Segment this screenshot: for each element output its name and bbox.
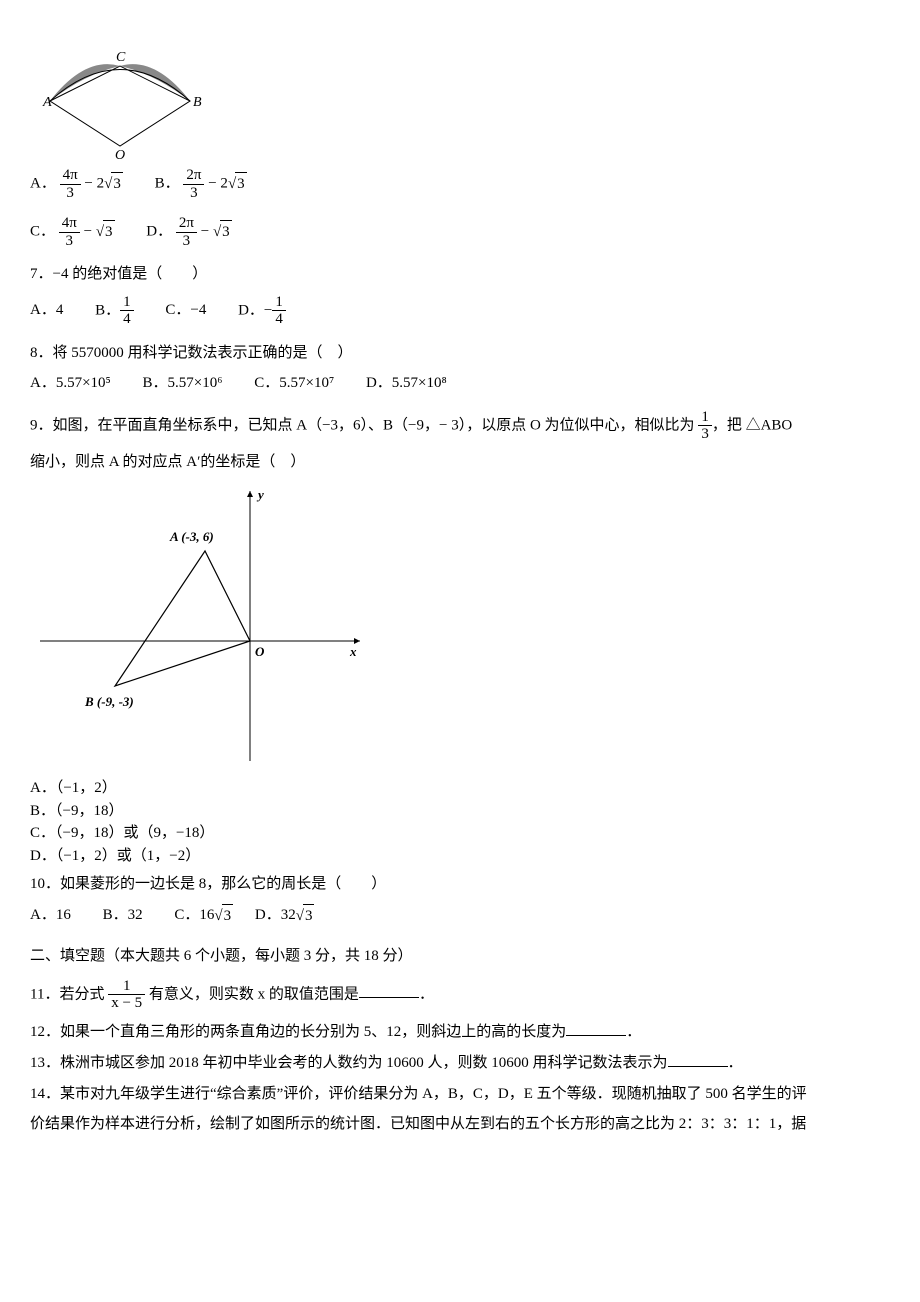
q6-B-frac: 2π 3 bbox=[183, 167, 204, 201]
q10-opt-C: C．16√3 bbox=[174, 904, 233, 928]
q7-opt-A: A．4 bbox=[30, 299, 63, 322]
q11: 11．若分式 1x − 5 有意义，则实数 x 的取值范围是 ． bbox=[30, 978, 890, 1012]
q6-D-sqrt: √3 bbox=[213, 220, 232, 244]
q12: 12．如果一个直角三角形的两条直角边的长分别为 5、12，则斜边上的高的长度为 ． bbox=[30, 1020, 890, 1044]
q6-D-letter: D． bbox=[146, 223, 172, 239]
q6-A-frac: 4π 3 bbox=[60, 167, 81, 201]
q9-label-A: A (-3, 6) bbox=[169, 529, 214, 544]
q9-opt-B: B．（−9，18） bbox=[30, 800, 890, 823]
q13-blank bbox=[668, 1051, 728, 1067]
section2-title: 二、填空题（本大题共 6 个小题，每小题 3 分，共 18 分） bbox=[30, 945, 890, 968]
q9-opt-D: D．（−1，2）或（1，−2） bbox=[30, 845, 890, 868]
q6-B-letter: B． bbox=[155, 175, 180, 191]
q9-stem-a: 9．如图，在平面直角坐标系中，已知点 A（−3，6）、B（−9，− 3），以原点… bbox=[30, 417, 695, 433]
q6-B-sqrt: √3 bbox=[228, 172, 247, 196]
q9-label-x: x bbox=[349, 644, 357, 659]
q6-C-frac: 4π 3 bbox=[59, 215, 80, 249]
q9-label-O: O bbox=[255, 644, 265, 659]
q9-svg: A (-3, 6) B (-9, -3) O x y bbox=[30, 481, 370, 771]
q9-stem: 9．如图，在平面直角坐标系中，已知点 A（−3，6）、B（−9，− 3），以原点… bbox=[30, 409, 890, 443]
q7-options: A．4 B．14 C．−4 D．−14 bbox=[30, 294, 890, 328]
q11-pre: 11．若分式 bbox=[30, 986, 104, 1002]
q6-label-B: B bbox=[193, 95, 202, 110]
q6-opt-A: A． 4π 3 − 2√3 bbox=[30, 167, 123, 201]
q6-B-minus: − 2 bbox=[208, 175, 228, 191]
q8-opt-A: A．5.57×10⁵ bbox=[30, 372, 111, 395]
q6-opt-C: C． 4π 3 − √3 bbox=[30, 215, 115, 249]
q11-blank bbox=[359, 982, 419, 998]
q14-l1: 14．某市对九年级学生进行“综合素质”评价，评价结果分为 A，B，C，D，E 五… bbox=[30, 1083, 890, 1106]
q9-label-y: y bbox=[256, 487, 264, 502]
q10-options: A．16 B．32 C．16√3 D．32√3 bbox=[30, 904, 890, 928]
q8-opt-B: B．5.57×10⁶ bbox=[143, 372, 223, 395]
q13: 13．株洲市城区参加 2018 年初中毕业会考的人数约为 10600 人，则数 … bbox=[30, 1051, 890, 1075]
q9-opt-C: C．（−9，18）或（9，−18） bbox=[30, 822, 890, 845]
q6-svg: A B C O bbox=[30, 46, 210, 161]
q6-D-minus: − bbox=[201, 223, 213, 239]
q6-options-row1: A． 4π 3 − 2√3 B． 2π 3 − 2√3 bbox=[30, 167, 890, 201]
q10-opt-D: D．32√3 bbox=[255, 904, 315, 928]
q8-opt-C: C．5.57×10⁷ bbox=[254, 372, 334, 395]
q6-C-minus: − bbox=[84, 223, 96, 239]
q6-label-C: C bbox=[116, 50, 126, 65]
q7-opt-B: B．14 bbox=[95, 294, 134, 328]
q7-stem: 7．−4 的绝对值是（ ） bbox=[30, 263, 890, 286]
q13-text: 13．株洲市城区参加 2018 年初中毕业会考的人数约为 10600 人，则数 … bbox=[30, 1055, 668, 1071]
q6-opt-D: D． 2π 3 − √3 bbox=[146, 215, 231, 249]
q10-opt-B: B．32 bbox=[103, 904, 143, 927]
q6-A-letter: A． bbox=[30, 175, 56, 191]
q6-options-row2: C． 4π 3 − √3 D． 2π 3 − √3 bbox=[30, 215, 890, 249]
q11-end: ． bbox=[419, 986, 434, 1002]
q6-A-minus: − 2 bbox=[84, 175, 104, 191]
q10-opt-A: A．16 bbox=[30, 904, 71, 927]
q11-frac: 1x − 5 bbox=[108, 978, 145, 1012]
q9-stem-c: 缩小，则点 A 的对应点 A′的坐标是（ ） bbox=[30, 451, 890, 474]
q8-opt-D: D．5.57×10⁸ bbox=[366, 372, 447, 395]
q9-stem-b: ，把 △ABO bbox=[712, 417, 792, 433]
q9-opt-A: A．（−1，2） bbox=[30, 777, 890, 800]
q6-label-A: A bbox=[42, 95, 52, 110]
q6-C-sqrt: √3 bbox=[96, 220, 115, 244]
q13-end: ． bbox=[728, 1055, 743, 1071]
q12-text: 12．如果一个直角三角形的两条直角边的长分别为 5、12，则斜边上的高的长度为 bbox=[30, 1024, 566, 1040]
q8-stem: 8．将 5570000 用科学记数法表示正确的是（ ） bbox=[30, 342, 890, 365]
q12-blank bbox=[566, 1020, 626, 1036]
q6-opt-B: B． 2π 3 − 2√3 bbox=[155, 167, 247, 201]
q9-label-B: B (-9, -3) bbox=[84, 694, 134, 709]
q6-A-sqrt: √3 bbox=[104, 172, 123, 196]
q7-opt-D: D．−14 bbox=[238, 294, 286, 328]
q9-ratio: 13 bbox=[698, 409, 712, 443]
q12-end: ． bbox=[626, 1024, 641, 1040]
q14-l2: 价结果作为样本进行分析，绘制了如图所示的统计图．已知图中从左到右的五个长方形的高… bbox=[30, 1113, 890, 1136]
q6-C-letter: C． bbox=[30, 223, 55, 239]
q6-figure: A B C O bbox=[30, 46, 890, 161]
q7-opt-C: C．−4 bbox=[165, 299, 206, 322]
q6-label-O: O bbox=[115, 148, 125, 161]
q11-post: 有意义，则实数 x 的取值范围是 bbox=[149, 986, 359, 1002]
q8-options: A．5.57×10⁵ B．5.57×10⁶ C．5.57×10⁷ D．5.57×… bbox=[30, 372, 890, 395]
q6-D-frac: 2π 3 bbox=[176, 215, 197, 249]
q10-stem: 10．如果菱形的一边长是 8，那么它的周长是（ ） bbox=[30, 873, 890, 896]
q9-figure: A (-3, 6) B (-9, -3) O x y bbox=[30, 481, 890, 771]
